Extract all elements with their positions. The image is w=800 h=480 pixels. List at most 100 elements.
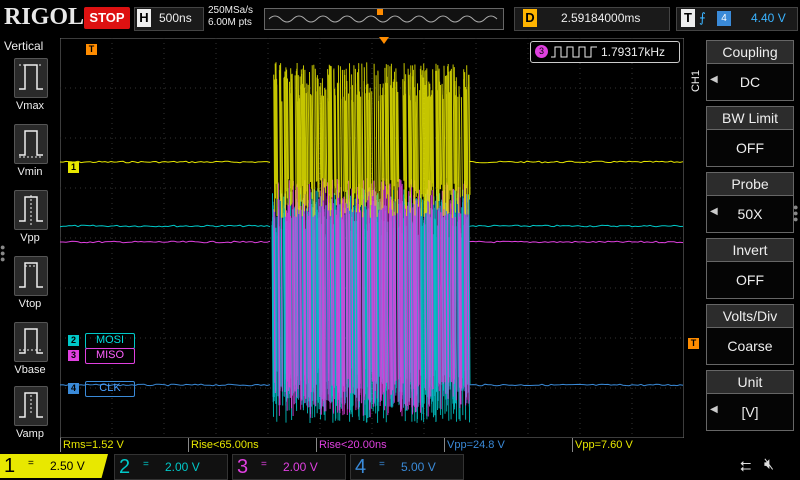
memory-trigger-marker [377, 9, 383, 15]
measurement-item[interactable]: Rms=1.52 V [60, 438, 189, 452]
ch3-number: 3 [237, 456, 249, 478]
coupling-softkey[interactable]: Coupling DC ◀ [706, 40, 794, 102]
memory-strip-waveform-icon [268, 9, 498, 23]
acquisition-info: 250MSa/s 6.00M pts [208, 5, 253, 29]
measure-vmax-button[interactable]: Vmax [10, 58, 50, 120]
measure-vbase-button[interactable]: Vbase [10, 322, 50, 384]
ch3-trace [60, 240, 271, 244]
measure-vpp-label: Vpp [20, 232, 40, 244]
right-menu-page-indicator-icon: ● ● ● [793, 202, 799, 224]
rising-edge-icon: ⨍ [699, 10, 706, 25]
ch2-coupling-icon: = [143, 459, 149, 470]
coupling-value: DC [706, 63, 794, 101]
measure-vpp-button[interactable]: Vpp [10, 190, 50, 252]
timebase-key: H [137, 9, 151, 27]
frequency-counter[interactable]: 3 1.79317kHz [530, 41, 680, 63]
ch2-scale: 2.00 V [165, 460, 200, 474]
measure-vbase-label: Vbase [14, 364, 46, 376]
measure-vtop-label: Vtop [18, 298, 42, 310]
measurement-results-bar: Rms=1.52 V Rise<65.00ns Rise<20.00ns Vpp… [60, 438, 684, 452]
ch1-burst [273, 62, 471, 219]
ch1-trace [469, 160, 684, 164]
invert-title: Invert [706, 238, 794, 262]
menu-page-indicator-icon: ● ● ● [0, 242, 6, 264]
trigger-level: 4.40 V [751, 11, 786, 25]
ch4-coupling-icon: = [379, 459, 385, 470]
probe-value: 50X [706, 195, 794, 233]
ch1-status[interactable]: 1 = 2.50 V [0, 454, 108, 478]
measurement-item[interactable]: Rise<20.00ns [316, 438, 445, 452]
memory-position-strip[interactable] [264, 8, 504, 30]
measurement-item[interactable]: Rise<65.00ns [188, 438, 317, 452]
trigger-level-marker[interactable]: T [688, 338, 699, 349]
ch3-scale: 2.00 V [283, 460, 318, 474]
unit-arrow-icon: ◀ [710, 404, 718, 415]
ch2-trace [59, 224, 271, 228]
ch3-status[interactable]: 3 = 2.00 V [232, 454, 346, 480]
delay-display[interactable]: D 2.59184000ms [514, 7, 670, 31]
ch1-offset-marker[interactable]: 1 [68, 162, 79, 173]
vamp-icon [14, 386, 48, 426]
channel-traces [59, 160, 684, 387]
invert-softkey[interactable]: Invert OFF [706, 238, 794, 300]
timebase-display[interactable]: H 500ns [134, 7, 204, 31]
volts-div-softkey[interactable]: Volts/Div Coarse [706, 304, 794, 366]
volts-div-title: Volts/Div [706, 304, 794, 328]
vmin-icon [14, 124, 48, 164]
ch3-coupling-icon: = [261, 459, 267, 470]
freq-channel-badge: 3 [535, 45, 548, 58]
ch4-status[interactable]: 4 = 5.00 V [350, 454, 464, 480]
ch2-offset-marker[interactable]: 2 [68, 335, 79, 346]
ch1-trace [59, 160, 271, 164]
measure-vmax-label: Vmax [15, 100, 45, 112]
run-stop-status[interactable]: STOP [84, 7, 130, 29]
square-wave-icon [551, 46, 597, 58]
waveform-canvas [59, 37, 685, 439]
ch2-trace [469, 224, 684, 228]
channel-status-bar: 1 = 2.50 V 2 = 2.00 V 3 = 2.00 V 4 = 5.0… [0, 452, 800, 480]
measurement-text: Vpp=7.60 V [575, 439, 633, 451]
channel-menu: Coupling DC ◀ BW Limit OFF Probe 50X ◀ I… [690, 38, 800, 438]
bw-limit-softkey[interactable]: BW Limit OFF [706, 106, 794, 168]
rigol-logo: RIGOL [4, 4, 85, 30]
unit-softkey[interactable]: Unit [V] ◀ [706, 370, 794, 432]
bw-limit-value: OFF [706, 129, 794, 167]
probe-title: Probe [706, 172, 794, 196]
measure-vmin-label: Vmin [17, 166, 43, 178]
bw-limit-title: BW Limit [706, 106, 794, 130]
probe-softkey[interactable]: Probe 50X ◀ [706, 172, 794, 234]
measure-menu-title: Vertical [4, 39, 44, 53]
usb-icon: ⮄ [740, 458, 752, 474]
measurement-text: Vpp=24.8 V [447, 439, 505, 451]
unit-value: [V] [706, 393, 794, 431]
trigger-display[interactable]: T ⨍ 4 4.40 V [676, 7, 798, 31]
sample-rate: 250MSa/s [208, 5, 254, 16]
ch4-trace [469, 383, 684, 387]
volts-div-value: Coarse [706, 327, 794, 365]
ch3-offset-marker[interactable]: 3 [68, 350, 79, 361]
ch1-coupling-icon: = [28, 458, 34, 469]
coupling-arrow-icon: ◀ [710, 74, 718, 85]
measurement-text: Rise<65.00ns [191, 439, 259, 451]
timebase-value: 500ns [159, 11, 192, 25]
trigger-position-marker[interactable] [379, 37, 389, 44]
ch4-offset-marker[interactable]: 4 [68, 383, 79, 394]
delay-value: 2.59184000ms [561, 11, 641, 25]
ch3-trace [469, 240, 684, 244]
measure-vmin-button[interactable]: Vmin [10, 124, 50, 186]
ch4-scale: 5.00 V [401, 460, 436, 474]
measurement-item[interactable]: Vpp=7.60 V [572, 438, 685, 452]
ch3-label-miso: MISO [85, 348, 135, 364]
vpp-icon [14, 190, 48, 230]
vbase-icon [14, 322, 48, 362]
measure-vamp-button[interactable]: Vamp [10, 386, 50, 448]
measurement-text: Rise<20.00ns [319, 439, 387, 451]
ch2-status[interactable]: 2 = 2.00 V [114, 454, 228, 480]
measurement-item[interactable]: Vpp=24.8 V [444, 438, 573, 452]
speaker-mute-icon[interactable]: 🔇︎ [764, 456, 775, 473]
trigger-source: 4 [717, 11, 731, 26]
measure-menu: Vertical Vmax Vmin Vpp Vtop Vbase Vamp ●… [0, 38, 58, 440]
measure-vtop-button[interactable]: Vtop [10, 256, 50, 318]
waveform-display[interactable]: T T 1 2 3 4 MOSI MISO CLK [59, 37, 699, 439]
invert-value: OFF [706, 261, 794, 299]
